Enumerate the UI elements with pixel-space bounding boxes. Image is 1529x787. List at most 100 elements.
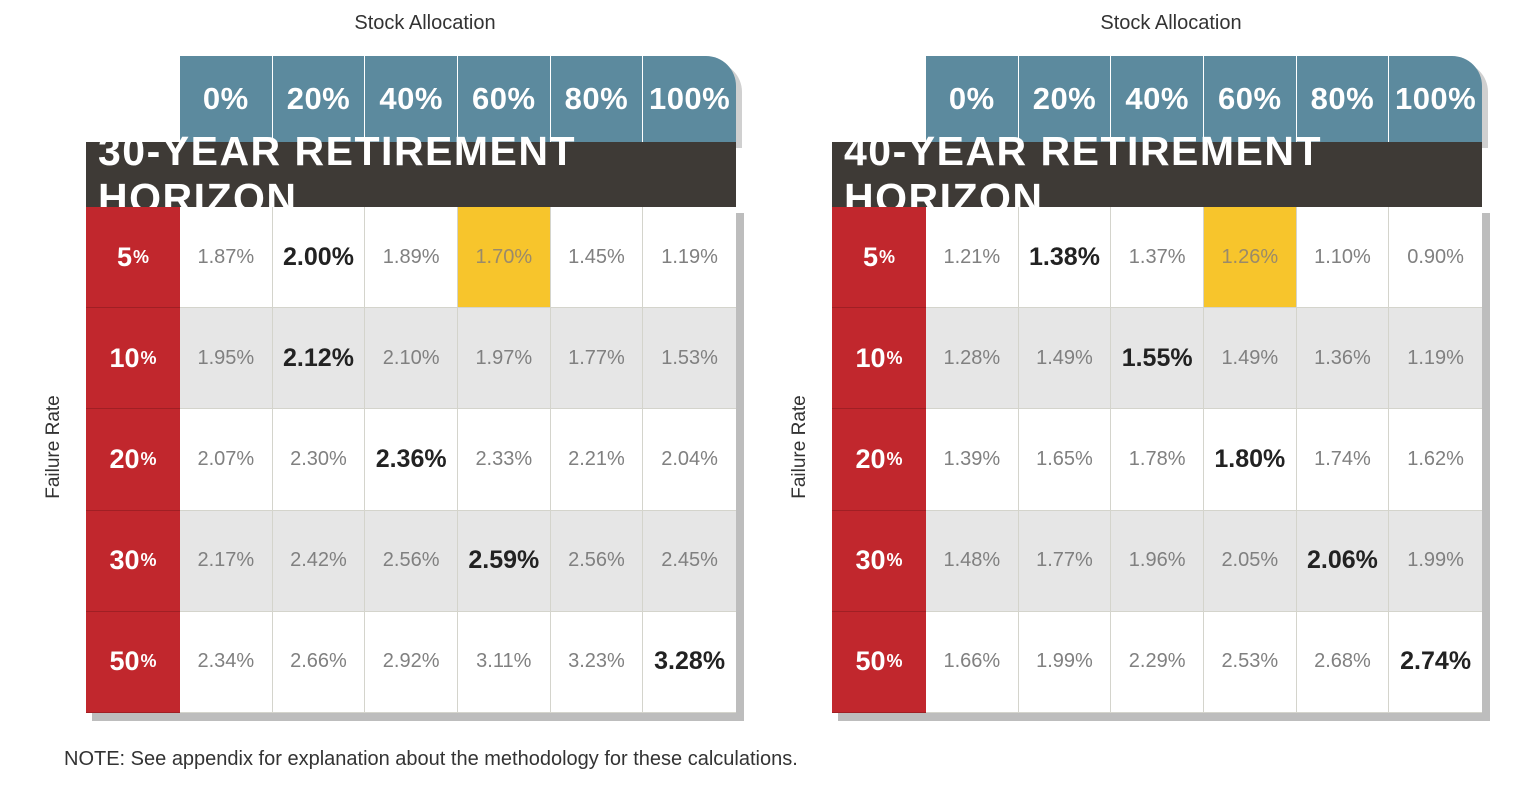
percent-sign: % [886, 448, 903, 469]
table-cell: 1.80% [1203, 409, 1297, 511]
failure-rate-value: 30 [109, 545, 140, 576]
table-cell: 2.68% [1296, 611, 1390, 713]
table-row: 30% 1.48% 1.77% 1.96% 2.05% 2.06% 1.99% [832, 510, 1482, 612]
column-header: 40% [1111, 56, 1204, 142]
table-panel-40-year: Stock Allocation Failure Rate 0% 20% 40% 60% 8… [746, 0, 1490, 730]
table-cell: 1.38% [1018, 207, 1112, 309]
percent-sign: % [133, 246, 150, 267]
table-row: 30% 2.17% 2.42% 2.56% 2.59% 2.56% 2.45% [86, 510, 736, 612]
table-cell: 1.66% [926, 611, 1019, 713]
table-cell: 1.19% [1389, 308, 1482, 410]
table-cell: 2.33% [457, 409, 551, 511]
table-cell: 1.39% [926, 409, 1019, 511]
table-row: 20% 2.07% 2.30% 2.36% 2.33% 2.21% 2.04% [86, 409, 736, 511]
percent-sign: % [886, 347, 903, 368]
table-cell: 2.56% [550, 510, 644, 612]
x-axis-title: Stock Allocation [354, 12, 496, 34]
table-cell: 2.07% [180, 409, 273, 511]
column-header: 20% [1019, 56, 1112, 142]
table-cell: 2.21% [550, 409, 644, 511]
table-row: 50% 1.66% 1.99% 2.29% 2.53% 2.68% 2.74% [832, 611, 1482, 713]
table-cell: 1.26% [1203, 207, 1297, 309]
table-cell: 1.28% [926, 308, 1019, 410]
percent-sign: % [886, 651, 903, 672]
failure-rate-value: 30 [855, 545, 886, 576]
failure-rate-value: 10 [109, 342, 140, 373]
table-cell: 2.34% [180, 611, 273, 713]
table-cell: 1.87% [180, 207, 273, 309]
column-header: 80% [551, 56, 644, 142]
percent-sign: % [140, 347, 157, 368]
column-header: 0% [926, 56, 1019, 142]
percent-sign: % [886, 550, 903, 571]
failure-rate-value: 10 [855, 342, 886, 373]
table-cell: 2.05% [1203, 510, 1297, 612]
percent-sign: % [140, 550, 157, 571]
failure-rate-label: 10% [86, 308, 180, 410]
table-cell: 2.59% [457, 510, 551, 612]
column-header: 60% [458, 56, 551, 142]
table-row: 50% 2.34% 2.66% 2.92% 3.11% 3.23% 3.28% [86, 611, 736, 713]
failure-rate-label: 30% [832, 510, 926, 612]
table-cell: 2.53% [1203, 611, 1297, 713]
table-cell: 1.99% [1018, 611, 1112, 713]
table-cell: 1.48% [926, 510, 1019, 612]
table-cell: 2.10% [365, 308, 458, 410]
table-cell: 1.97% [457, 308, 551, 410]
column-header: 100% [648, 81, 731, 116]
table-cell: 1.55% [1111, 308, 1204, 410]
table-cell: 1.77% [1018, 510, 1112, 612]
column-header: 0% [180, 56, 273, 142]
table-cell: 1.78% [1111, 409, 1204, 511]
failure-rate-label: 50% [86, 611, 180, 713]
failure-rate-label: 20% [832, 409, 926, 511]
table-title: 30-YEAR RETIREMENT HORIZON [86, 128, 736, 221]
percent-sign: % [140, 448, 157, 469]
table-row: 5% 1.87% 2.00% 1.89% 1.70% 1.45% 1.19% [86, 207, 736, 309]
table-cell: 2.06% [1296, 510, 1390, 612]
methodology-note: NOTE: See appendix for explanation about… [64, 748, 798, 770]
table-cell: 0.90% [1389, 207, 1482, 309]
table-cell: 1.49% [1203, 308, 1297, 410]
table-cell: 1.45% [550, 207, 644, 309]
table-cell: 1.65% [1018, 409, 1112, 511]
failure-rate-label: 50% [832, 611, 926, 713]
table-panel-30-year: Stock Allocation Failure Rate 0% 20% 40% 60% 8… [0, 0, 744, 730]
table-cell: 3.28% [643, 611, 736, 713]
failure-rate-label: 5% [832, 207, 926, 309]
table-cell: 1.49% [1018, 308, 1112, 410]
percent-sign: % [879, 246, 896, 267]
table-cell: 2.12% [272, 308, 366, 410]
table-cell: 2.04% [643, 409, 736, 511]
column-header: 60% [1204, 56, 1297, 142]
failure-rate-label: 10% [832, 308, 926, 410]
table-cell: 1.70% [457, 207, 551, 309]
table-cell: 1.95% [180, 308, 273, 410]
y-axis-title: Failure Rate [43, 395, 64, 499]
table-cell: 1.10% [1296, 207, 1390, 309]
table-cell: 2.74% [1389, 611, 1482, 713]
failure-rate-value: 5 [862, 241, 878, 272]
table-cell: 2.92% [365, 611, 458, 713]
data-grid: 5% 1.87% 2.00% 1.89% 1.70% 1.45% 1.19% 10% 1.95%… [86, 207, 736, 713]
table-cell: 1.37% [1111, 207, 1204, 309]
table-row: 20% 1.39% 1.65% 1.78% 1.80% 1.74% 1.62% [832, 409, 1482, 511]
table-row: 5% 1.21% 1.38% 1.37% 1.26% 1.10% 0.90% [832, 207, 1482, 309]
column-header-row: 0% 20% 40% 60% 80% 100% [180, 56, 736, 142]
column-header-row: 0% 20% 40% 60% 80% 100% [926, 56, 1482, 142]
table-row: 10% 1.95% 2.12% 2.10% 1.97% 1.77% 1.53% [86, 308, 736, 410]
table-cell: 2.66% [272, 611, 366, 713]
table-cell: 1.99% [1389, 510, 1482, 612]
table-cell: 2.17% [180, 510, 273, 612]
percent-sign: % [140, 651, 157, 672]
table-cell: 2.29% [1111, 611, 1204, 713]
failure-rate-value: 5 [116, 241, 132, 272]
table-cell: 1.53% [643, 308, 736, 410]
failure-rate-label: 20% [86, 409, 180, 511]
failure-rate-value: 20 [109, 443, 140, 474]
table-title: 40-YEAR RETIREMENT HORIZON [832, 128, 1482, 221]
column-header: 100% [1394, 81, 1477, 116]
table-cell: 1.19% [643, 207, 736, 309]
table-cell: 2.56% [365, 510, 458, 612]
table-cell: 1.89% [365, 207, 458, 309]
